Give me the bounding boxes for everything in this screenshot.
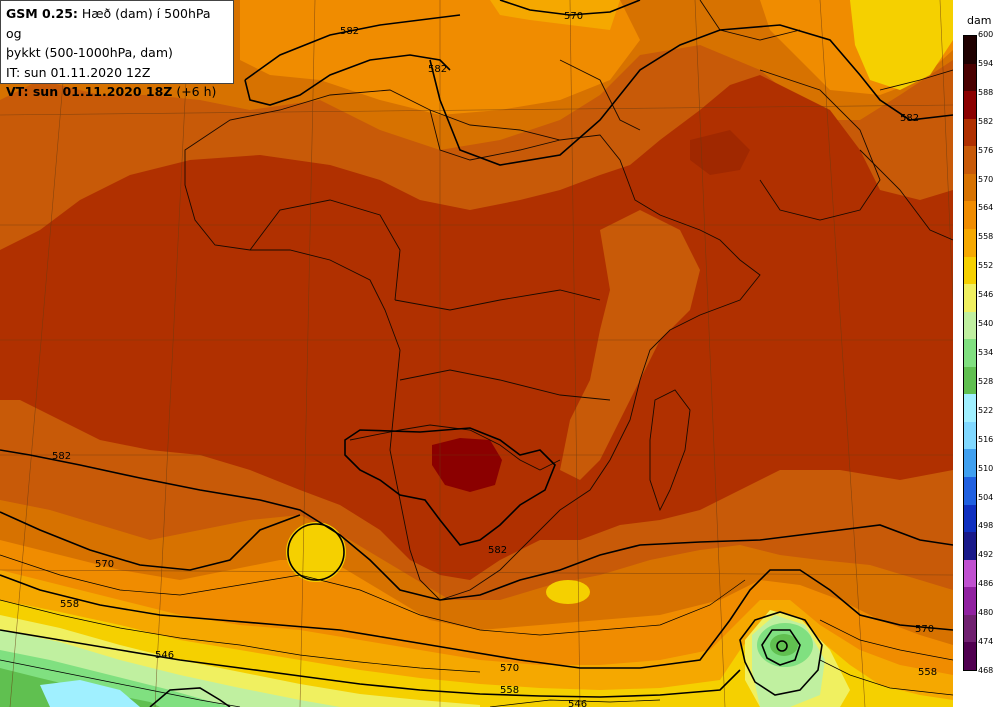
contour-label: 570 bbox=[500, 663, 519, 674]
height-contours bbox=[0, 0, 953, 707]
band-522-low bbox=[770, 634, 798, 656]
model-name: GSM 0.25: bbox=[6, 6, 78, 21]
contour-label: 558 bbox=[60, 599, 79, 610]
band-546-warm-pocket bbox=[286, 522, 346, 582]
colorbar-segment bbox=[964, 118, 976, 147]
colorbar-tick-label: 522 bbox=[978, 405, 994, 415]
colorbar-segment bbox=[964, 339, 976, 368]
contour-label: 570 bbox=[95, 559, 114, 570]
colorbar-segment bbox=[964, 284, 976, 313]
contour-label: 582 bbox=[488, 545, 507, 556]
colorbar-segment bbox=[964, 63, 976, 92]
colorbar-segment bbox=[964, 477, 976, 506]
contour-label: 570 bbox=[564, 11, 583, 22]
colorbar-segment bbox=[964, 311, 976, 340]
colorbar-tick-label: 582 bbox=[978, 116, 994, 126]
valid-time-line: VT: sun 01.11.2020 18Z (+6 h) bbox=[6, 82, 228, 102]
contour-label: 570 bbox=[915, 624, 934, 635]
colorbar-tick-label: 564 bbox=[978, 203, 994, 213]
colorbar-tick-label: 588 bbox=[978, 87, 994, 97]
contour-labels: 582 570 582 582 582 582 570 558 546 570 … bbox=[52, 11, 937, 707]
band-546-northeast bbox=[850, 0, 953, 90]
colorbar-segment bbox=[964, 36, 976, 65]
colorbar-segment bbox=[964, 366, 976, 395]
colorbar-segment bbox=[964, 614, 976, 643]
band-516 bbox=[40, 680, 140, 707]
colorbar-tick-label: 474 bbox=[978, 637, 994, 647]
colorbar-tick-label: 510 bbox=[978, 463, 994, 473]
band-576 bbox=[0, 75, 953, 580]
map-canvas: 582 570 582 582 582 582 570 558 546 570 … bbox=[0, 0, 953, 707]
colorbar-tick-label: 552 bbox=[978, 261, 994, 271]
contour-label: 546 bbox=[568, 699, 587, 707]
colorbar-segment bbox=[964, 394, 976, 423]
colorbar-tick-label: 534 bbox=[978, 348, 994, 357]
colorbar-tick-label: 528 bbox=[978, 376, 994, 386]
colorbar-tick-label: 576 bbox=[978, 145, 994, 155]
colorbar bbox=[963, 35, 977, 671]
band-576-patch bbox=[690, 130, 750, 175]
colorbar-tick-label: 498 bbox=[978, 521, 994, 531]
colorbar-tick-label: 468 bbox=[978, 666, 994, 675]
band-588-cell bbox=[432, 438, 502, 492]
colorbar-segment bbox=[964, 421, 976, 450]
band-546-patch bbox=[546, 580, 590, 604]
colorbar-segment bbox=[964, 228, 976, 258]
colorbar-segment bbox=[964, 504, 976, 533]
title-line-1: GSM 0.25: Hæð (dam) í 500hPa og bbox=[6, 4, 228, 43]
valid-time: VT: sun 01.11.2020 18Z bbox=[6, 84, 173, 100]
contour-label: 582 bbox=[900, 113, 919, 124]
band-570-eastafrica bbox=[560, 210, 700, 480]
coastlines bbox=[0, 0, 953, 601]
colorbar-segment bbox=[964, 201, 976, 230]
colorbar-segment bbox=[964, 256, 976, 285]
colorbar-tick-label: 558 bbox=[978, 232, 994, 242]
colorbar-segment bbox=[964, 91, 976, 120]
colorbar-tick-label: 492 bbox=[978, 550, 994, 560]
colorbar-tick-label: 594 bbox=[978, 58, 994, 68]
colorbar-segment bbox=[964, 587, 976, 616]
colorbar-tick-label: 546 bbox=[978, 290, 994, 300]
thickness-contours bbox=[0, 554, 953, 707]
colorbar-tick-label: 570 bbox=[978, 174, 994, 184]
colorbar-tick-label: 516 bbox=[978, 434, 994, 444]
contour-label: 558 bbox=[500, 685, 519, 696]
map-info-box: GSM 0.25: Hæð (dam) í 500hPa og þykkt (5… bbox=[0, 0, 234, 99]
contour-label: 582 bbox=[52, 451, 71, 462]
forecast-offset: (+6 h) bbox=[172, 84, 217, 100]
colorbar-tick-label: 540 bbox=[978, 319, 994, 329]
colorbar-tick-label: 480 bbox=[978, 608, 994, 618]
contour-label: 582 bbox=[428, 64, 447, 75]
colorbar-tick-label: 486 bbox=[978, 579, 994, 589]
lat-lon-grid bbox=[0, 0, 953, 707]
contour-label: 558 bbox=[918, 667, 937, 678]
colorbar-segment bbox=[964, 642, 976, 671]
colorbar-segment bbox=[964, 449, 976, 478]
title-line-2: þykkt (500-1000hPa, dam) bbox=[6, 45, 173, 61]
colorbar-tick-label: 600 bbox=[978, 30, 994, 39]
colorbar-segment bbox=[964, 146, 976, 175]
colorbar-segment bbox=[964, 173, 976, 202]
contour-label: 582 bbox=[340, 26, 359, 37]
colorbar-unit: dam bbox=[967, 14, 992, 27]
weather-map: 582 570 582 582 582 582 570 558 546 570 … bbox=[0, 0, 953, 707]
title-text: Hæð (dam) í 500hPa og bbox=[6, 6, 211, 41]
colorbar-segment bbox=[964, 532, 976, 561]
init-time: IT: sun 01.11.2020 12Z bbox=[6, 64, 151, 80]
colorbar-tick-label: 504 bbox=[978, 492, 994, 502]
colorbar-segment bbox=[964, 559, 976, 588]
contour-label: 546 bbox=[155, 650, 174, 661]
